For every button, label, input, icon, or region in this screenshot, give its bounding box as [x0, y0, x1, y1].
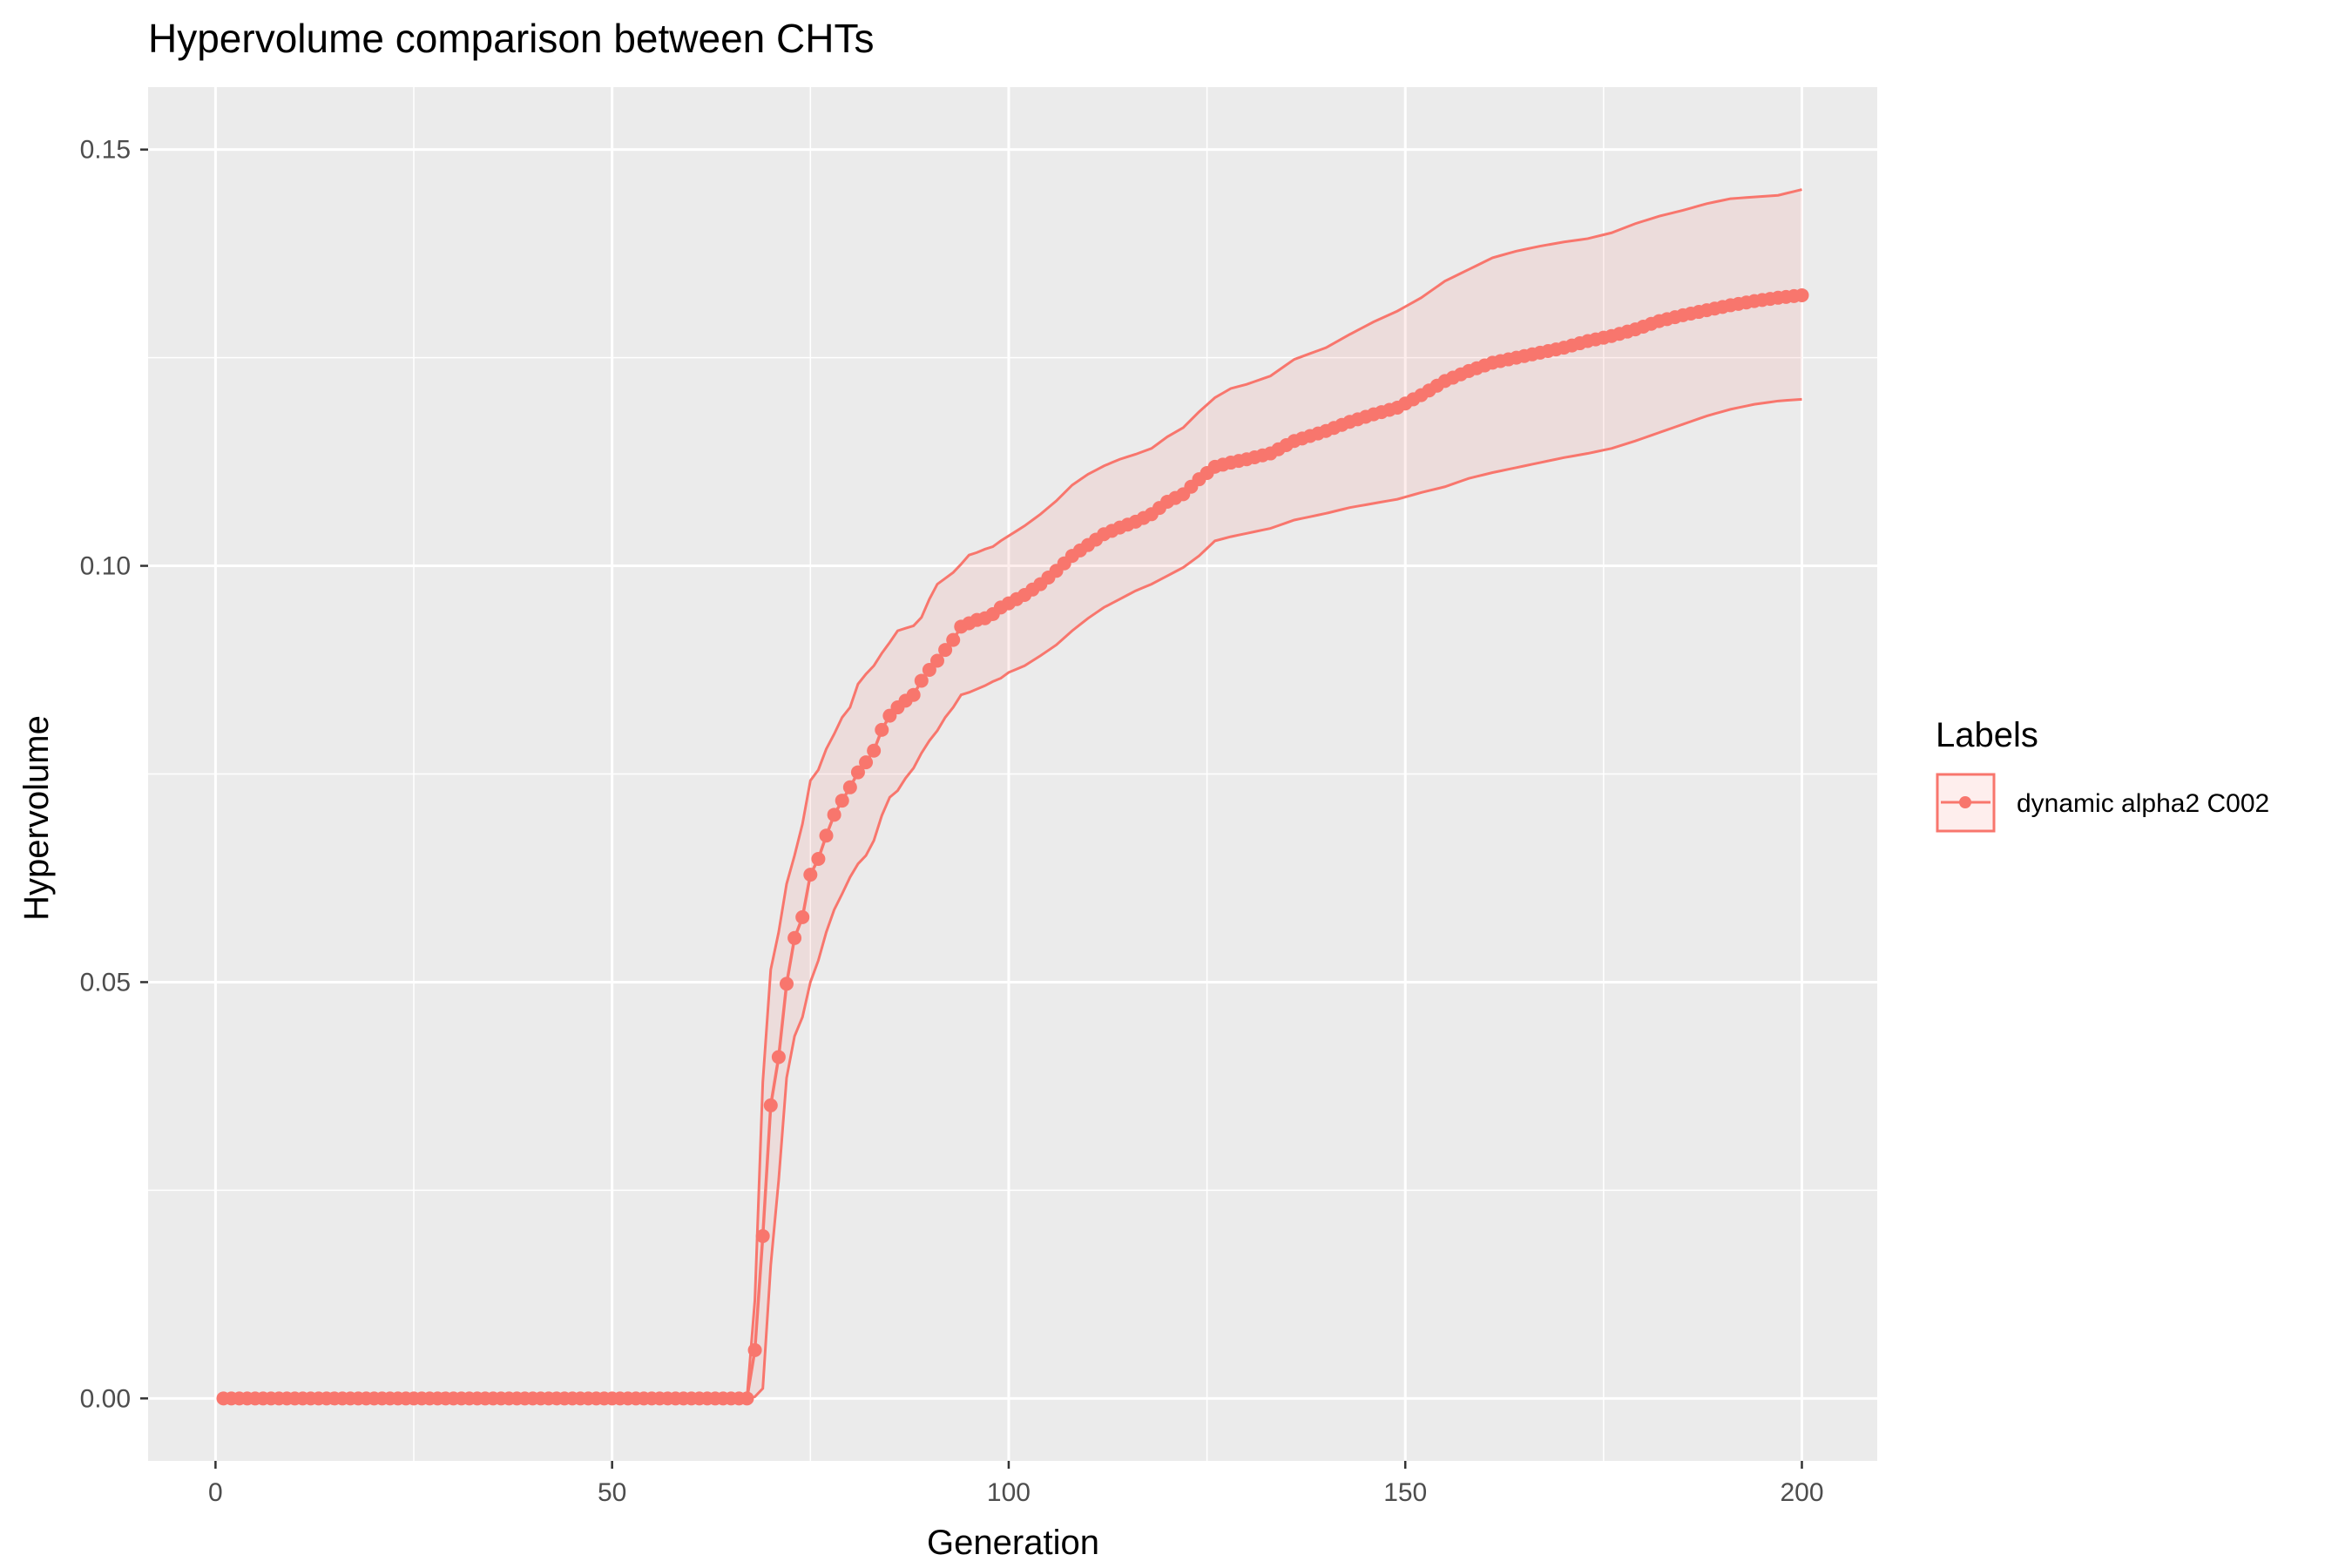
data-point	[859, 755, 874, 770]
data-point	[827, 808, 841, 822]
data-point	[867, 743, 882, 758]
y-tick-label: 0.00	[80, 1384, 131, 1413]
data-point	[835, 794, 849, 808]
x-tick-label: 50	[598, 1478, 626, 1507]
data-point	[779, 977, 794, 991]
data-point	[763, 1098, 778, 1112]
data-point	[819, 828, 834, 843]
x-tick-label: 200	[1780, 1478, 1823, 1507]
legend-key-point	[1959, 796, 1971, 808]
data-point	[906, 687, 921, 702]
data-point	[747, 1342, 762, 1357]
data-point	[946, 632, 961, 647]
y-tick-label: 0.10	[80, 552, 131, 581]
x-tick-label: 0	[208, 1478, 223, 1507]
data-point	[811, 851, 826, 866]
data-point	[803, 868, 818, 882]
data-point	[875, 722, 889, 737]
data-point	[771, 1050, 786, 1064]
confidence-ribbon	[223, 189, 1802, 1399]
y-tick-label: 0.15	[80, 136, 131, 165]
legend-title: Labels	[1936, 716, 2038, 754]
data-point	[850, 765, 865, 780]
data-point	[755, 1228, 770, 1243]
y-tick-label: 0.05	[80, 968, 131, 997]
data-point	[1794, 287, 1809, 302]
data-point	[922, 663, 936, 678]
data-point	[740, 1391, 754, 1406]
x-axis-title: Generation	[927, 1524, 1099, 1562]
data-point	[914, 673, 929, 688]
data-point	[795, 909, 810, 924]
chart-title: Hypervolume comparison between CHTs	[148, 16, 874, 61]
data-point	[938, 643, 953, 658]
legend-label: dynamic alpha2 C002	[2017, 789, 2269, 818]
data-point	[929, 653, 944, 668]
x-tick-label: 150	[1383, 1478, 1427, 1507]
axis-layer: 0 50 100 150 200 0.00 0.05 0.10 0.15	[80, 136, 1824, 1507]
x-tick-label: 100	[987, 1478, 1031, 1507]
data-point	[842, 780, 857, 794]
legend: Labels dynamic alpha2 C002	[1936, 716, 2269, 833]
series-layer	[216, 188, 1809, 1406]
data-point	[787, 930, 802, 945]
minor-gridlines	[148, 87, 1877, 1461]
y-axis-title: Hypervolume	[17, 715, 56, 921]
